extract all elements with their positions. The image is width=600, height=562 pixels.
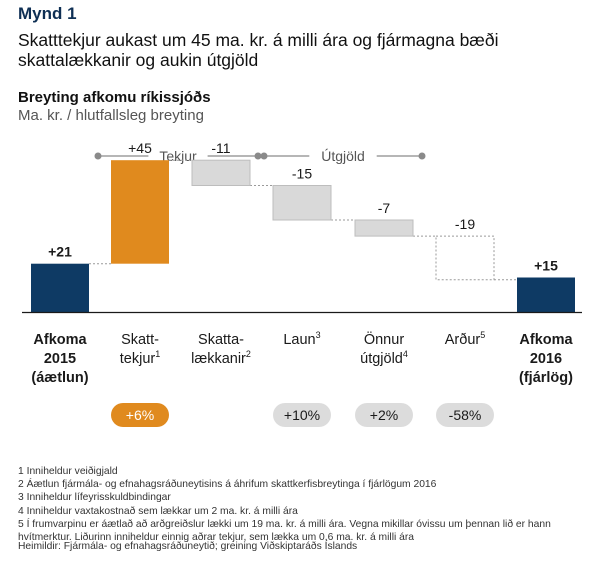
footnote-3: 3 Inniheldur lífeyrisskuldbindingar: [18, 492, 171, 504]
category-label-7-line-3: (fjárlög): [519, 370, 573, 386]
group-expenditure-dot-right: [418, 152, 426, 160]
footnote-2: 2 Áætlun fjármála- og efnahagsráðuneytis…: [18, 479, 437, 491]
group-expenditure-label: Útgjöld: [321, 148, 365, 164]
bar-5: [354, 219, 414, 237]
category-label-4-line-1: Laun3: [283, 330, 320, 348]
group-expenditure-dot-left: [260, 152, 268, 160]
group-revenue-label: Tekjur: [159, 148, 197, 164]
category-label-5-line-1: Önnur: [364, 330, 404, 348]
pct-pill-4: [273, 403, 331, 427]
pct-label-5: +2%: [370, 407, 398, 423]
chart-title: Breyting afkomu ríkissjóðs: [18, 89, 211, 106]
value-label-6: -19: [455, 216, 475, 232]
category-label-1-line-1: Afkoma: [33, 332, 87, 348]
category-label-5-line-2: útgjöld4: [360, 349, 408, 367]
bar-4: [272, 185, 332, 221]
value-label-4: -15: [292, 166, 312, 182]
bar-7: [517, 277, 575, 312]
headline: Skatttekjur aukast um 45 ma. kr. á milli…: [18, 30, 499, 70]
value-label-1: +21: [48, 244, 72, 260]
footnote-4: 4 Inniheldur vaxtakostnað sem lækkar um …: [18, 505, 298, 517]
chart-subtitle: Ma. kr. / hlutfallsleg breyting: [18, 107, 204, 124]
figure-label: Mynd 1: [18, 4, 77, 23]
source-note: Heimildir: Fjármála- og efnahagsráðuneyt…: [18, 541, 358, 552]
category-label-1-line-3: (áætlun): [31, 370, 88, 386]
bar-6: [435, 235, 495, 281]
pct-label-4: +10%: [284, 407, 320, 423]
category-label-6-line-1: Arður5: [445, 330, 485, 348]
footnotes: 1 Inniheldur veiðigjald 2 Áætlun fjármál…: [18, 465, 593, 544]
pct-label-6: -58%: [449, 407, 482, 423]
category-label-2-line-1: Skatt-: [121, 332, 159, 348]
group-revenue-dot-right: [254, 152, 262, 160]
pct-pill-2: [111, 403, 169, 427]
value-label-3: -11: [211, 140, 230, 156]
pct-label-2: +6%: [126, 407, 154, 423]
group-revenue-dot-left: [94, 152, 102, 160]
value-label-7: +15: [534, 258, 558, 274]
category-label-3-line-2: lækkanir2: [191, 349, 251, 367]
category-label-7-line-2: 2016: [530, 351, 562, 367]
category-label-1-line-2: 2015: [44, 351, 76, 367]
pct-pill-5: [355, 403, 413, 427]
bar-3: [191, 159, 251, 186]
value-label-5: -7: [378, 200, 391, 216]
category-label-7-line-1: Afkoma: [519, 332, 573, 348]
value-label-2: +45: [128, 140, 152, 156]
category-label-2-line-2: tekjur1: [120, 349, 160, 367]
footnote-5: 5 Í frumvarpinu er áætlað að arðgreiðslu…: [18, 518, 551, 544]
bar-1: [31, 263, 89, 312]
footnote-1: 1 Inniheldur veiðigjald: [18, 466, 118, 477]
bar-2: [111, 160, 169, 264]
pct-pill-6: [436, 403, 494, 427]
category-label-3-line-1: Skatta-: [198, 332, 244, 348]
